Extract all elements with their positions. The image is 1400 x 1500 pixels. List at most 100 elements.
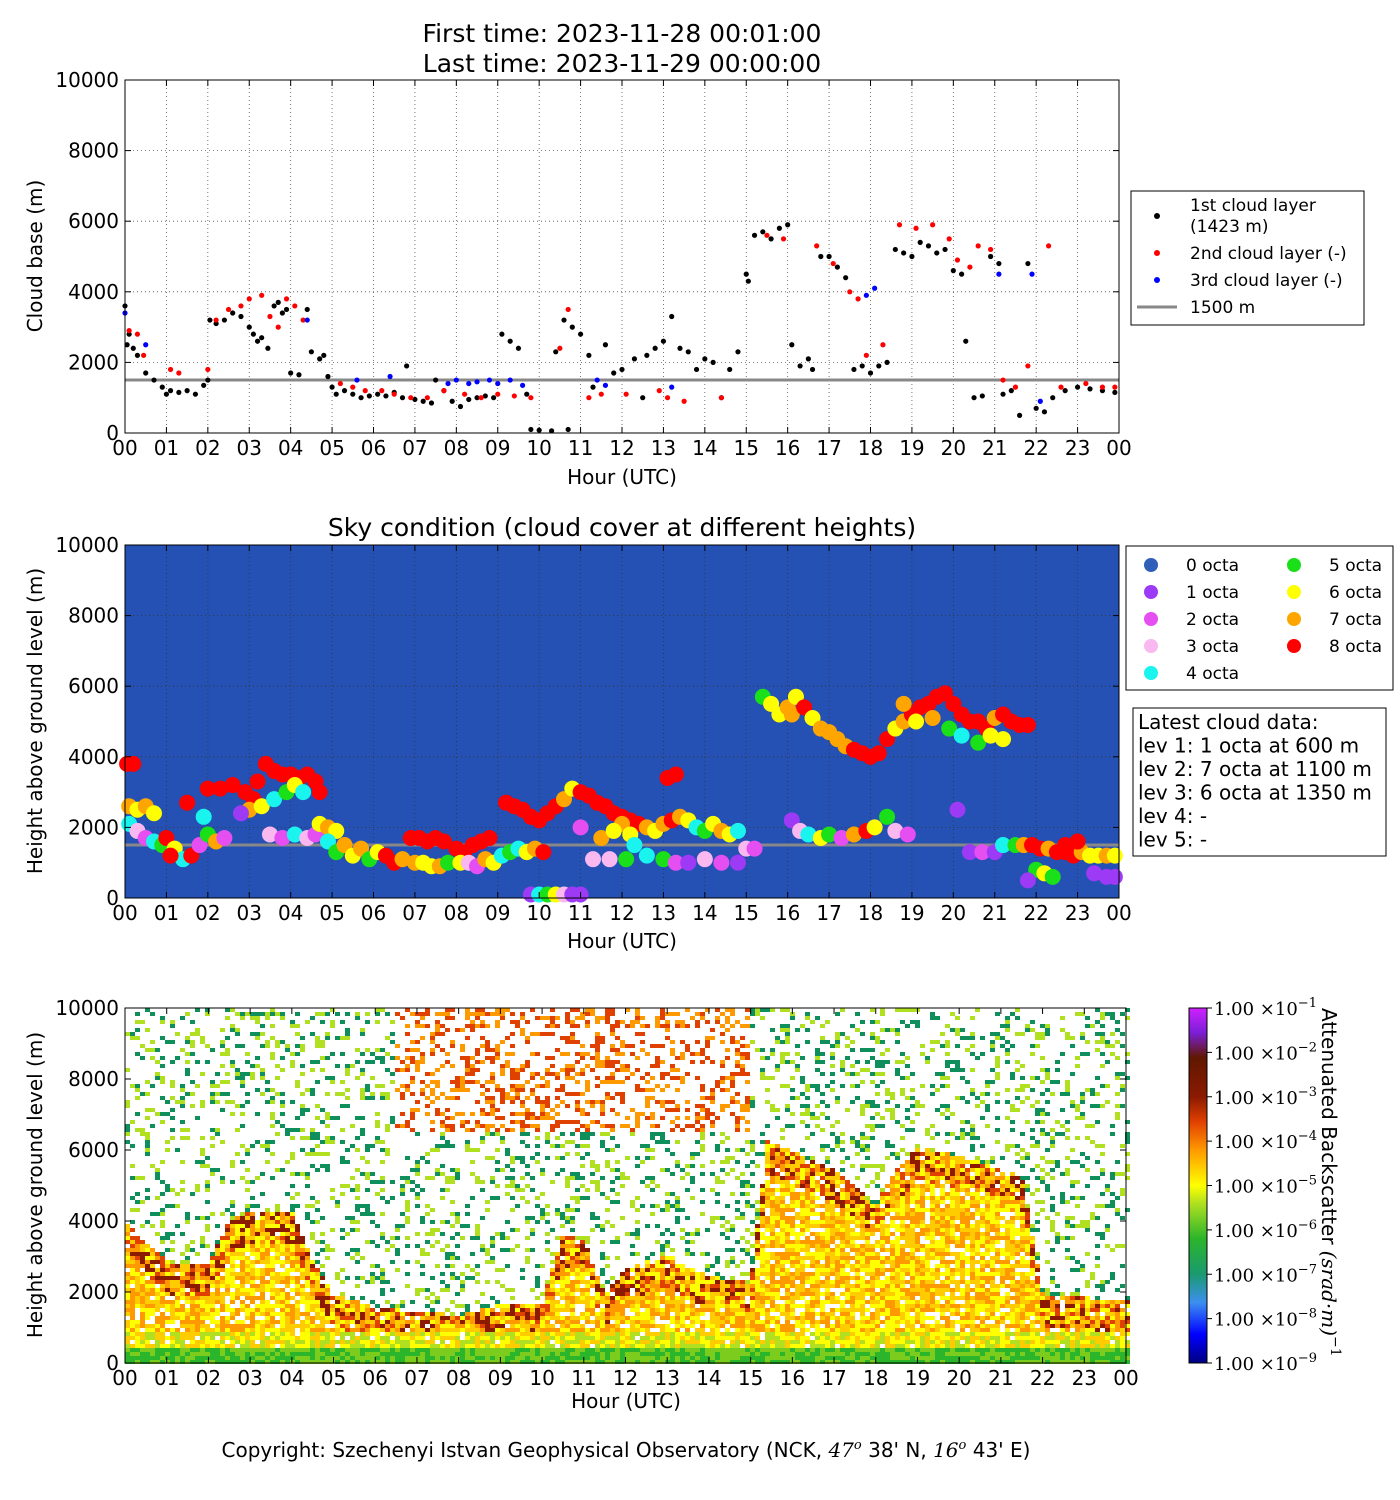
backscatter-cell (140, 1316, 145, 1320)
second-layer-point (176, 370, 182, 376)
backscatter-cell (200, 1100, 205, 1104)
first-layer-point (925, 243, 932, 249)
backscatter-cell (360, 1088, 365, 1092)
backscatter-cell (390, 1236, 395, 1240)
backscatter-cell (125, 1272, 130, 1276)
backscatter-cell (230, 1024, 235, 1028)
backscatter-cell (650, 1280, 655, 1284)
backscatter-cell (535, 1356, 540, 1360)
backscatter-cell (160, 1180, 165, 1184)
backscatter-cell (260, 1024, 265, 1028)
backscatter-cell (400, 1356, 405, 1360)
backscatter-cell (595, 1224, 600, 1228)
backscatter-cell (620, 1296, 625, 1300)
backscatter-cell (580, 1296, 585, 1300)
backscatter-cell (590, 1320, 595, 1324)
backscatter-cell (435, 1240, 440, 1244)
backscatter-cell (615, 1256, 620, 1260)
backscatter-cell (615, 1240, 620, 1244)
backscatter-cell (295, 1348, 300, 1352)
backscatter-cell (615, 1316, 620, 1320)
backscatter-cell (390, 1032, 395, 1036)
backscatter-cell (550, 1280, 555, 1284)
first-layer-point (851, 366, 857, 373)
backscatter-cell (225, 1344, 230, 1348)
backscatter-cell (635, 1332, 640, 1336)
backscatter-cell (500, 1088, 505, 1092)
backscatter-cell (585, 1196, 590, 1200)
backscatter-cell (590, 1348, 595, 1352)
backscatter-cell (445, 1012, 450, 1016)
backscatter-cell (660, 1308, 665, 1312)
backscatter-cell (530, 1308, 535, 1312)
octa-point-6 (1106, 847, 1123, 864)
backscatter-cell (470, 1344, 475, 1348)
backscatter-cell (550, 1144, 555, 1148)
backscatter-cell (420, 1092, 425, 1096)
backscatter-cell (355, 1188, 360, 1192)
backscatter-cell (495, 1020, 500, 1024)
backscatter-cell (530, 1124, 535, 1128)
backscatter-cell (125, 1140, 130, 1144)
octa-point-2 (572, 819, 589, 836)
backscatter-cell (665, 1240, 670, 1244)
backscatter-cell (670, 1352, 675, 1356)
x-tick-label: 15 (734, 436, 759, 460)
backscatter-cell (155, 1112, 160, 1116)
backscatter-cell (310, 1068, 315, 1072)
backscatter-cell (280, 1040, 285, 1044)
backscatter-cell (385, 1332, 390, 1336)
backscatter-cell (485, 1040, 490, 1044)
backscatter-cell (250, 1260, 255, 1264)
backscatter-cell (415, 1168, 420, 1172)
backscatter-cell (320, 1304, 325, 1308)
backscatter-cell (190, 1276, 195, 1280)
backscatter-cell (240, 1144, 245, 1148)
backscatter-cell (145, 1324, 150, 1328)
backscatter-cell (605, 1308, 610, 1312)
backscatter-cell (605, 1096, 610, 1100)
backscatter-cell (395, 1124, 400, 1128)
backscatter-cell (635, 1084, 640, 1088)
backscatter-cell (305, 1176, 310, 1180)
backscatter-cell (660, 1244, 665, 1248)
first-layer-point (619, 366, 625, 373)
backscatter-cell (385, 1300, 390, 1304)
backscatter-cell (360, 1032, 365, 1036)
backscatter-cell (235, 1072, 240, 1076)
y-tick-label: 2000 (68, 350, 119, 374)
backscatter-cell (245, 1072, 250, 1076)
backscatter-cell (260, 1044, 265, 1048)
backscatter-cell (660, 1272, 665, 1276)
backscatter-cell (570, 1036, 575, 1040)
backscatter-cell (665, 1084, 670, 1088)
backscatter-cell (135, 1248, 140, 1252)
backscatter-cell (455, 1220, 460, 1224)
backscatter-cell (610, 1240, 615, 1244)
backscatter-cell (535, 1136, 540, 1140)
backscatter-cell (230, 1336, 235, 1340)
backscatter-cell (170, 1280, 175, 1284)
first-layer-point (176, 389, 182, 396)
backscatter-cell (635, 1208, 640, 1212)
backscatter-cell (645, 1260, 650, 1264)
first-layer-point (296, 372, 302, 378)
backscatter-cell (265, 1256, 270, 1260)
backscatter-cell (485, 1248, 490, 1252)
backscatter-cell (345, 1064, 350, 1068)
backscatter-cell (665, 1292, 670, 1296)
backscatter-cell (650, 1272, 655, 1276)
backscatter-cell (520, 1196, 525, 1200)
backscatter-cell (270, 1344, 275, 1348)
second-layer-point (292, 303, 298, 309)
first-layer-point (230, 310, 236, 316)
backscatter-cell (195, 1348, 200, 1352)
backscatter-cell (625, 1320, 630, 1324)
backscatter-cell (280, 1360, 285, 1364)
backscatter-cell (620, 1040, 625, 1044)
octa-point-6 (253, 798, 270, 815)
backscatter-cell (435, 1012, 440, 1016)
backscatter-cell (650, 1136, 655, 1140)
second-layer-point (557, 345, 563, 351)
backscatter-cell (200, 1264, 205, 1268)
